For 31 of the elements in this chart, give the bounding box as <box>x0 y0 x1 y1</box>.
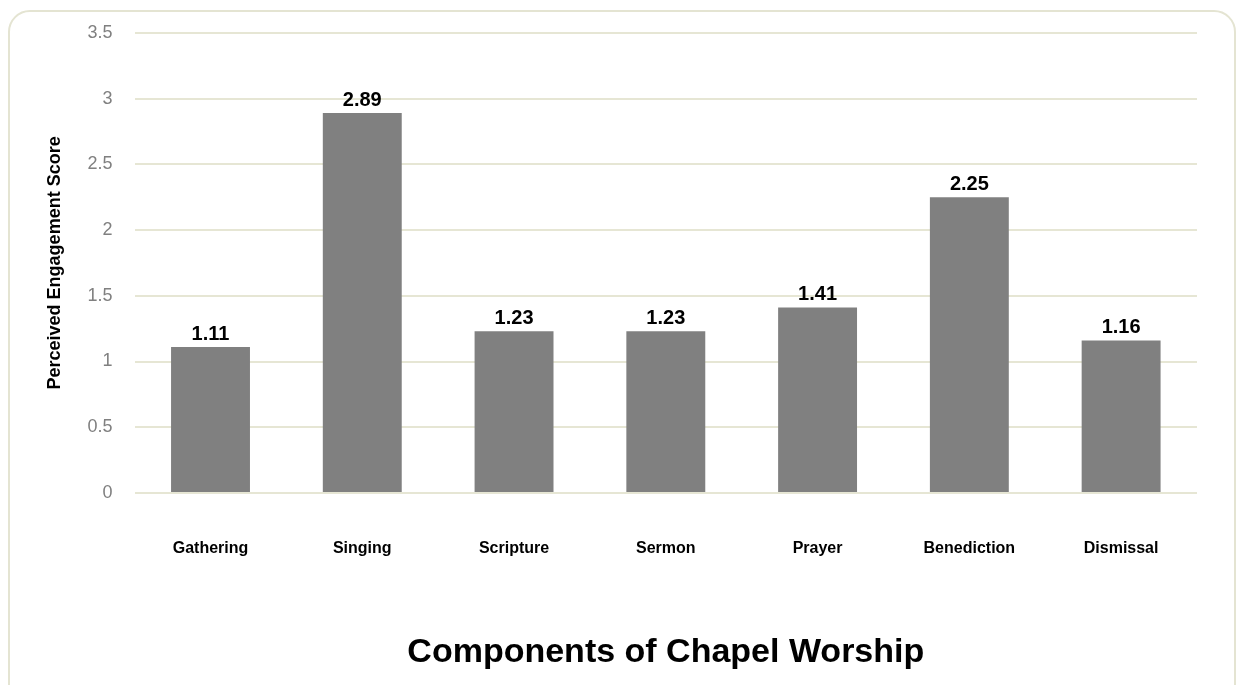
data-label: 1.23 <box>494 305 534 328</box>
bar <box>626 331 706 492</box>
y-tick-label: 1.5 <box>87 284 113 305</box>
bar <box>1081 340 1161 492</box>
y-tick-label: 3.5 <box>87 21 113 42</box>
data-label: 1.16 <box>1101 314 1141 337</box>
bar <box>778 307 858 492</box>
y-tick-label: 0 <box>102 481 113 502</box>
bar <box>322 113 402 492</box>
data-label: 1.11 <box>191 321 230 344</box>
x-tick-label: Dismissal <box>1083 539 1159 557</box>
y-tick-label: 2.5 <box>87 153 113 174</box>
bar <box>171 347 250 492</box>
x-tick-label: Scripture <box>478 539 550 557</box>
x-tick-label: Prayer <box>792 539 843 557</box>
y-tick-label: 2 <box>102 219 113 239</box>
x-tick-label: Gathering <box>172 539 249 557</box>
data-label: 2.25 <box>949 171 989 194</box>
x-tick-label: Benediction <box>923 539 1016 557</box>
y-tick-label: 0.5 <box>87 416 113 437</box>
y-axis-title: Perceived Engagement Score <box>43 136 64 390</box>
bar <box>929 197 1009 492</box>
x-tick-label: Sermon <box>636 539 696 557</box>
bar <box>474 331 554 492</box>
data-label: 1.23 <box>646 305 686 328</box>
y-tick-label: 1 <box>102 350 113 371</box>
x-axis-title: Components of Chapel Worship <box>407 630 925 669</box>
x-tick-label: Singing <box>332 539 392 557</box>
y-tick-label: 3 <box>102 87 113 108</box>
data-label: 2.89 <box>342 87 382 110</box>
data-label: 1.41 <box>798 282 838 305</box>
